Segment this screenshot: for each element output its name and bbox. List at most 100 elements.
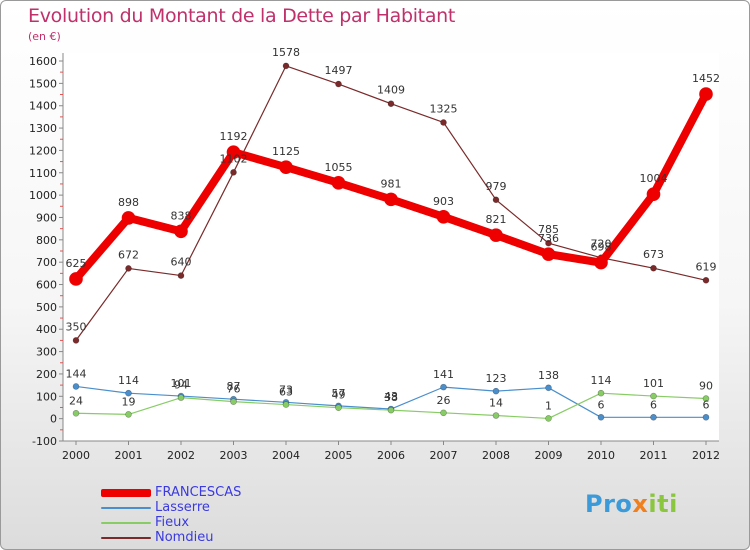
data-label-francescas: 981 [381, 177, 402, 190]
data-label-nomdieu: 1497 [325, 64, 353, 77]
logo-part-3: iti [648, 490, 678, 518]
data-point-nomdieu [545, 239, 552, 247]
data-label-nomdieu: 785 [538, 223, 559, 236]
x-tick-label: 2000 [62, 449, 90, 462]
data-label-nomdieu: 673 [643, 248, 664, 261]
y-tick-label: 600 [36, 279, 57, 292]
data-point-fieux [230, 398, 237, 405]
data-label-nomdieu: 619 [696, 260, 717, 273]
data-label-francescas: 821 [486, 213, 507, 226]
data-point-lasserre [702, 414, 710, 421]
data-label-nomdieu: 1409 [377, 84, 405, 97]
y-tick-label: 700 [36, 256, 57, 269]
data-label-fieux: 76 [227, 383, 241, 396]
data-point-francescas [331, 176, 346, 190]
data-point-francescas [279, 160, 293, 174]
y-tick-label: 900 [36, 211, 57, 224]
data-point-lasserre [650, 414, 657, 421]
data-point-francescas [384, 192, 398, 207]
data-label-lasserre: 123 [486, 372, 507, 385]
data-label-lasserre: 141 [433, 368, 454, 381]
data-point-lasserre [492, 387, 500, 395]
data-label-nomdieu: 720 [591, 238, 612, 251]
data-label-fieux: 63 [279, 386, 293, 399]
data-label-francescas: 1125 [272, 145, 300, 158]
data-label-nomdieu: 979 [486, 180, 507, 193]
data-label-lasserre: 6 [598, 398, 605, 411]
legend-label-francescas: FRANCESCAS [155, 485, 242, 500]
legend-label-fieux: Fieux [155, 515, 190, 530]
data-point-nomdieu [335, 80, 342, 88]
data-point-fieux [597, 389, 605, 397]
data-label-nomdieu: 672 [118, 248, 139, 261]
data-point-nomdieu [177, 272, 185, 279]
data-label-fieux: 24 [69, 394, 83, 407]
data-point-fieux [72, 409, 80, 417]
data-point-nomdieu [72, 337, 80, 344]
data-label-fieux: 26 [437, 394, 451, 407]
data-label-fieux: 101 [643, 377, 664, 390]
data-point-nomdieu [282, 62, 290, 70]
data-label-lasserre: 6 [703, 398, 710, 411]
data-label-fieux: 19 [122, 395, 136, 408]
data-point-nomdieu [440, 119, 447, 126]
y-tick-label: 0 [50, 413, 57, 426]
y-tick-label: 1300 [29, 122, 57, 135]
data-label-lasserre: 138 [538, 369, 559, 382]
y-tick-label: 1000 [29, 189, 57, 202]
data-point-lasserre [72, 383, 80, 390]
data-label-lasserre: 114 [118, 374, 139, 387]
x-tick-label: 2011 [640, 449, 668, 462]
chart-title: Evolution du Montant de la Dette par Hab… [28, 5, 456, 27]
data-label-fieux: 14 [489, 397, 503, 410]
data-label-lasserre: 43 [384, 390, 398, 403]
x-tick-label: 2005 [325, 449, 353, 462]
data-point-fieux [545, 415, 552, 422]
y-tick-label: 200 [36, 368, 57, 381]
y-tick-label: 500 [36, 301, 57, 314]
y-tick-label: 100 [36, 390, 57, 403]
x-tick-label: 2002 [167, 449, 195, 462]
data-point-nomdieu [702, 276, 710, 284]
data-label-fieux: 114 [591, 374, 612, 387]
plot-area [63, 53, 719, 441]
y-tick-label: -100 [32, 435, 57, 448]
y-tick-label: 1500 [29, 77, 57, 90]
data-point-fieux [282, 401, 290, 408]
y-tick-label: 1100 [29, 167, 57, 180]
data-label-lasserre: 73 [279, 383, 293, 396]
data-point-nomdieu [650, 264, 657, 272]
data-point-fieux [702, 395, 710, 402]
data-label-francescas: 1055 [325, 161, 353, 174]
data-label-francescas: 838 [171, 209, 192, 222]
data-point-nomdieu [230, 169, 237, 176]
data-point-fieux [650, 392, 657, 400]
data-point-fieux [177, 394, 185, 401]
y-tick-label: 400 [36, 323, 57, 336]
data-point-francescas [699, 87, 713, 101]
data-label-francescas: 1452 [692, 72, 720, 85]
data-point-francescas [489, 228, 503, 242]
data-point-lasserre [597, 414, 605, 421]
data-label-fieux: 49 [332, 389, 346, 402]
data-label-nomdieu: 1325 [430, 102, 458, 115]
data-point-francescas [226, 145, 241, 159]
data-label-fieux: 90 [699, 380, 713, 393]
data-point-fieux [387, 406, 395, 414]
data-point-lasserre [545, 384, 552, 392]
data-label-francescas: 1004 [640, 172, 668, 185]
x-tick-label: 2004 [272, 449, 300, 462]
series-fieux [72, 389, 710, 422]
series-francescas [69, 87, 713, 286]
data-point-lasserre [125, 389, 132, 397]
data-label-francescas: 625 [66, 257, 87, 270]
y-tick-label: 300 [36, 346, 57, 359]
data-label-fieux: 1 [545, 399, 552, 412]
x-tick-label: 2012 [692, 449, 720, 462]
legend-swatch-fieux [101, 522, 151, 524]
data-label-fieux: 38 [384, 391, 398, 404]
data-label-fieux: 94 [174, 379, 188, 392]
x-tick-label: 2003 [220, 449, 248, 462]
legend-swatch-lasserre [101, 507, 151, 509]
